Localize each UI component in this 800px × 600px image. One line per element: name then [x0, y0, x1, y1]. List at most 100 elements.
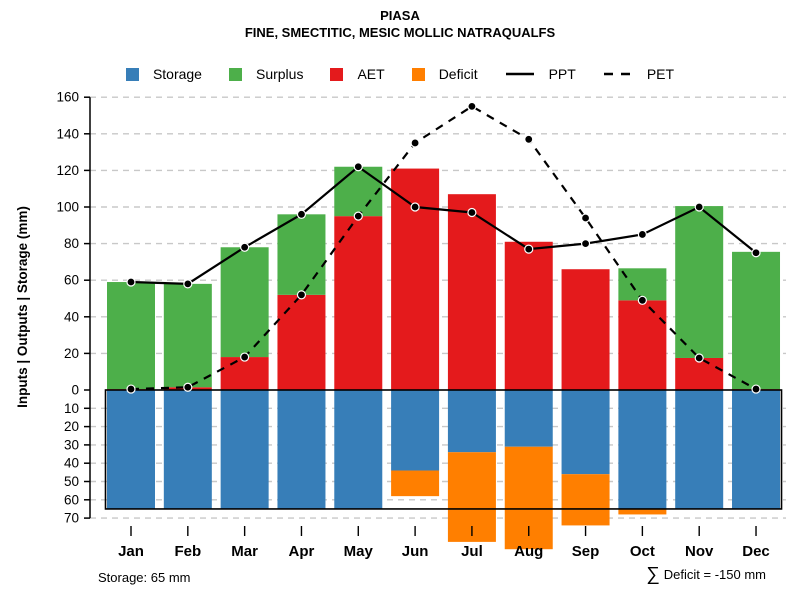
- bar-storage-jun: [391, 390, 440, 471]
- x-tick-label-may: May: [344, 543, 374, 560]
- legend-label-aet: AET: [357, 66, 385, 82]
- ppt-point-jul: [467, 207, 477, 218]
- y-tick-label: 40: [64, 309, 79, 324]
- bar-storage-aug: [504, 390, 553, 447]
- legend-item-ppt: PPT: [505, 66, 576, 82]
- y-tick-label: 20: [64, 346, 79, 361]
- pet-line: [130, 105, 757, 391]
- bar-storage-oct: [618, 390, 667, 509]
- y-tick-label: 20: [64, 419, 79, 434]
- x-tick-label-nov: Nov: [685, 543, 714, 560]
- ppt-point-jan: [126, 277, 136, 287]
- x-tick-label-apr: Apr: [289, 543, 315, 560]
- deficit-total-note: ∑ Deficit = -150 mm: [646, 565, 766, 584]
- legend-label-pet: PET: [646, 66, 675, 82]
- ppt-point-nov: [694, 202, 704, 212]
- legend-label-ppt: PPT: [548, 66, 576, 82]
- pet-point-jan: [126, 384, 136, 394]
- bar-storage-feb: [163, 390, 212, 509]
- sigma-symbol: ∑: [646, 564, 660, 585]
- ppt-line: [130, 165, 757, 285]
- surplus-swatch: [228, 67, 242, 81]
- chart-title: PIASA: [380, 8, 420, 23]
- legend-label-surplus: Surplus: [255, 66, 304, 82]
- y-tick-label: 100: [56, 200, 79, 215]
- bar-storage-mar: [220, 390, 269, 509]
- y-axis-title: Inputs | Outputs | Storage (mm): [15, 206, 30, 408]
- bar-surplus-nov: [675, 206, 724, 358]
- ppt-point-jun: [410, 202, 420, 212]
- chart-legend: Storage Surplus AET Deficit PPT PET: [60, 63, 740, 85]
- y-tick-label: 50: [64, 474, 79, 489]
- bar-aet-jun: [391, 168, 440, 390]
- pet-point-jun: [410, 138, 420, 148]
- bar-surplus-feb: [163, 283, 212, 388]
- bar-storage-may: [334, 390, 383, 509]
- x-tick-label-feb: Feb: [174, 543, 201, 560]
- legend-label-deficit: Deficit: [438, 66, 478, 82]
- bar-aet-nov: [675, 357, 724, 390]
- bar-aet-jul: [447, 194, 496, 390]
- pet-line-sample: [603, 72, 632, 76]
- bar-surplus-oct: [618, 268, 667, 301]
- pet-point-aug: [524, 134, 534, 144]
- x-tick-label-dec: Dec: [742, 543, 770, 560]
- bar-aet-aug: [504, 241, 553, 390]
- bar-storage-dec: [732, 390, 781, 509]
- bar-aet-oct: [618, 300, 667, 390]
- ppt-point-apr: [296, 209, 307, 219]
- bar-storage-jul: [447, 390, 496, 453]
- storage-swatch: [125, 67, 139, 81]
- ppt-point-aug: [524, 244, 534, 254]
- ppt-point-oct: [637, 229, 647, 240]
- pet-point-may: [353, 211, 363, 221]
- ppt-point-sep: [580, 239, 591, 249]
- legend-item-deficit: Deficit: [411, 66, 478, 82]
- pet-point-oct: [637, 295, 647, 305]
- y-tick-label: 140: [56, 126, 79, 141]
- y-tick-label: 60: [64, 492, 79, 507]
- y-tick-label: 0: [71, 383, 79, 398]
- bar-aet-may: [334, 216, 383, 390]
- pet-point-nov: [694, 353, 704, 363]
- legend-label-storage: Storage: [152, 66, 202, 82]
- bar-surplus-jan: [107, 282, 155, 390]
- bar-storage-nov: [675, 390, 724, 509]
- bar-aet-sep: [561, 269, 610, 390]
- x-tick-label-jan: Jan: [118, 543, 144, 560]
- x-tick-label-sep: Sep: [572, 543, 600, 560]
- ppt-point-dec: [751, 248, 761, 258]
- legend-item-pet: PET: [603, 66, 674, 82]
- y-tick-label: 60: [64, 273, 79, 288]
- storage-capacity-box: [104, 389, 783, 510]
- y-tick-label: 160: [56, 90, 79, 105]
- x-tick-label-mar: Mar: [231, 543, 258, 560]
- pet-point-dec: [751, 384, 761, 394]
- y-tick-label: 120: [56, 163, 79, 178]
- x-tick-label-jul: Jul: [461, 543, 483, 560]
- bar-surplus-apr: [277, 214, 326, 295]
- deficit-total-text: Deficit = -150 mm: [663, 567, 766, 582]
- x-tick-label-oct: Oct: [630, 543, 655, 560]
- y-tick-label: 30: [64, 437, 79, 452]
- bar-surplus-mar: [220, 247, 269, 358]
- x-tick-label-jun: Jun: [402, 543, 429, 560]
- bar-storage-sep: [561, 390, 610, 475]
- ppt-line-sample: [505, 72, 534, 76]
- bar-aet-mar: [220, 357, 269, 390]
- y-tick-label: 70: [64, 511, 79, 526]
- y-tick-label: 40: [64, 456, 79, 471]
- chart-subtitle: FINE, SMECTITIC, MESIC MOLLIC NATRAQUALF…: [244, 25, 556, 40]
- legend-item-storage: Storage: [125, 66, 202, 82]
- y-tick-label: 80: [64, 236, 79, 251]
- legend-item-aet: AET: [330, 66, 385, 82]
- pet-point-sep: [580, 213, 591, 223]
- bar-deficit-jun: [391, 470, 440, 497]
- ppt-point-feb: [183, 279, 193, 289]
- bar-surplus-may: [334, 166, 383, 217]
- aet-swatch: [330, 67, 344, 81]
- pet-point-apr: [296, 290, 307, 300]
- bar-deficit-sep: [561, 474, 610, 526]
- bar-deficit-oct: [618, 508, 667, 515]
